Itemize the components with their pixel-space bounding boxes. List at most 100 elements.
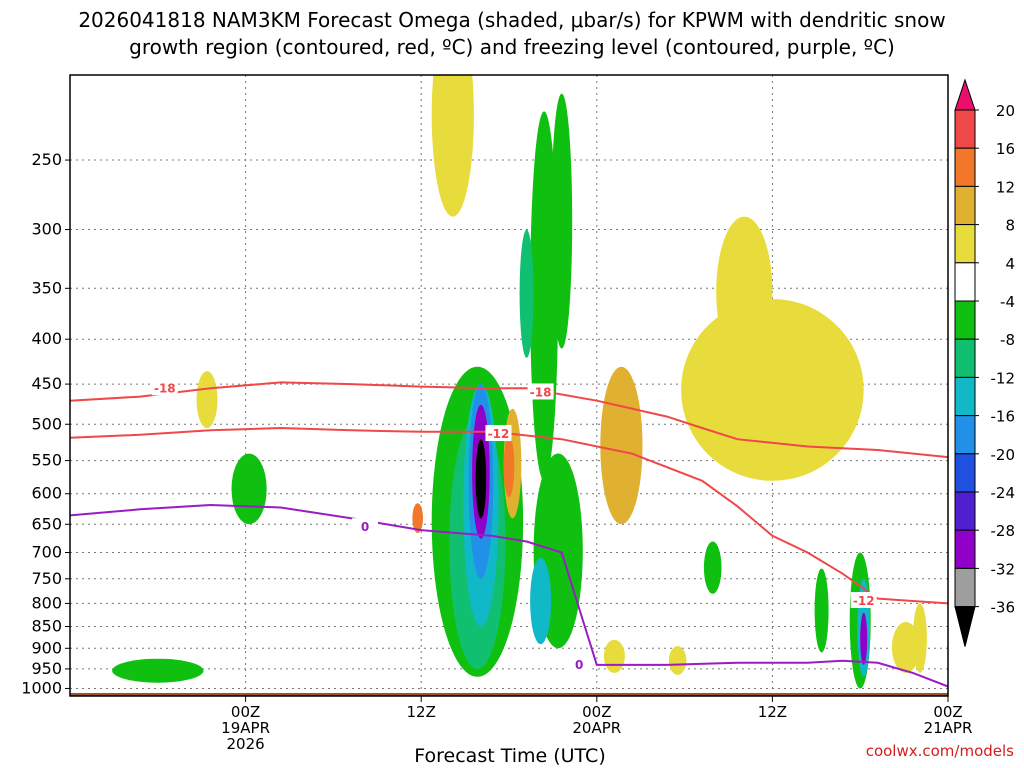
omega-mid-yellow bbox=[600, 366, 643, 525]
omega-mid-teal bbox=[530, 557, 552, 645]
x-tick-label-4-0: 00Z bbox=[933, 703, 962, 721]
y-tick-label-300: 300 bbox=[31, 220, 62, 239]
freezing-level-contour bbox=[70, 503, 948, 688]
colorbar-label-9: -20 bbox=[991, 446, 1016, 464]
contour-label-5: 0 bbox=[575, 658, 583, 672]
colorbar-swatch-1 bbox=[954, 109, 976, 149]
colorbar-swatch-4 bbox=[954, 224, 976, 264]
colorbar-swatch-5 bbox=[954, 262, 976, 302]
y-tick-label-550: 550 bbox=[31, 451, 62, 470]
omega-core-black bbox=[475, 439, 487, 519]
y-tick-label-250: 250 bbox=[31, 150, 62, 169]
colorbar-swatch-2 bbox=[954, 147, 976, 187]
colorbar-label-10: -24 bbox=[991, 484, 1016, 502]
contour-label-bg-1 bbox=[527, 383, 554, 400]
colorbar-swatch-12 bbox=[954, 529, 976, 569]
omega-lower-yellow-2 bbox=[668, 646, 687, 675]
x-tick-label-2-1: 20APR bbox=[572, 719, 621, 737]
y-tick-label-500: 500 bbox=[31, 414, 62, 433]
colorbar-label-13: -36 bbox=[991, 599, 1016, 617]
omega-lower-right-yellow bbox=[891, 622, 920, 673]
y-tick-label-400: 400 bbox=[31, 329, 62, 348]
colorbar-bottom-arrow bbox=[954, 606, 976, 647]
y-tick-label-800: 800 bbox=[31, 593, 62, 612]
contour-labels: -18 -18 -12 -12 0 0 bbox=[151, 379, 877, 672]
y-tick-label-350: 350 bbox=[31, 278, 62, 297]
x-tick-label-4-1: 21APR bbox=[924, 719, 973, 737]
ground-surface bbox=[70, 692, 948, 696]
omega-upper-yellow-2 bbox=[681, 299, 864, 481]
colorbar-label-6: -8 bbox=[1000, 331, 1015, 349]
omega-upper-left-yellow bbox=[196, 371, 218, 428]
y-axis: 250 300 350 400 450 500 550 600 650 700 750 800 850 9… bbox=[21, 150, 70, 697]
colorbar-swatch-11 bbox=[954, 491, 976, 531]
y-tick-label-1000: 1000 bbox=[21, 678, 62, 697]
colorbar: 20 16 12 8 4 -4 -8 -12 -16 -20 -24 -28 -32 -36 bbox=[954, 78, 1016, 647]
omega-upper-teal-column bbox=[519, 229, 534, 358]
y-tick-label-900: 900 bbox=[31, 638, 62, 657]
x-tick-label-3-0: 12Z bbox=[758, 703, 787, 721]
contour-label-bg-2 bbox=[485, 425, 512, 442]
colorbar-label-11: -28 bbox=[991, 522, 1016, 540]
surface-layer bbox=[70, 692, 948, 696]
colorbar-swatch-3 bbox=[954, 185, 976, 226]
contour-label-0: -18 bbox=[154, 381, 176, 395]
dgz-top-contour bbox=[70, 381, 948, 459]
credit-text: coolwx.com/models bbox=[866, 742, 1014, 760]
y-tick-label-700: 700 bbox=[31, 543, 62, 562]
colorbar-label-1: 16 bbox=[996, 140, 1015, 158]
colorbar-label-12: -32 bbox=[991, 560, 1016, 578]
contour-label-2: -12 bbox=[488, 427, 510, 441]
colorbar-label-8: -16 bbox=[991, 408, 1016, 426]
colorbar-label-4: 4 bbox=[1005, 255, 1015, 273]
colorbar-label-5: -4 bbox=[1000, 293, 1015, 311]
contour-label-bg-4 bbox=[352, 518, 379, 535]
colorbar-swatch-6 bbox=[954, 300, 976, 340]
colorbar-swatch-9 bbox=[954, 415, 976, 455]
x-tick-label-1-0: 12Z bbox=[407, 703, 436, 721]
contour-label-bg-3 bbox=[850, 592, 877, 609]
y-tick-label-450: 450 bbox=[31, 374, 62, 393]
omega-upper-yellow-3 bbox=[716, 216, 773, 367]
colorbar-label-2: 12 bbox=[996, 178, 1015, 196]
chart-title-line-1: 2026041818 NAM3KM Forecast Omega (shaded… bbox=[78, 8, 945, 32]
omega-center-orange bbox=[503, 435, 515, 497]
chart-title-line-2: growth region (contoured, red, ºC) and f… bbox=[129, 35, 895, 59]
x-tick-label-0-1: 19APR bbox=[221, 719, 270, 737]
x-tick-label-0-2: 2026 bbox=[227, 735, 265, 753]
y-tick-label-650: 650 bbox=[31, 514, 62, 533]
colorbar-label-7: -12 bbox=[991, 369, 1016, 387]
x-tick-label-2-0: 00Z bbox=[582, 703, 611, 721]
omega-top-green-column bbox=[551, 93, 573, 349]
colorbar-swatch-8 bbox=[954, 376, 976, 417]
omega-lower-yellow bbox=[603, 639, 625, 673]
omega-right-green-2 bbox=[814, 568, 829, 653]
x-tick-label-0-0: 00Z bbox=[231, 703, 260, 721]
contour-label-4: 0 bbox=[361, 520, 369, 534]
omega-right-purple bbox=[860, 612, 868, 665]
colorbar-swatch-7 bbox=[954, 338, 976, 378]
colorbar-top-arrow bbox=[954, 78, 976, 111]
omega-lower-right-yellow-2 bbox=[912, 603, 927, 673]
y-tick-label-600: 600 bbox=[31, 484, 62, 503]
plot-frame bbox=[69, 74, 949, 697]
contour-label-bg-5 bbox=[566, 655, 593, 672]
contour-label-bg-0 bbox=[151, 379, 178, 396]
dgz-bottom-contour bbox=[70, 426, 948, 605]
omega-mid-right-green bbox=[703, 541, 722, 594]
colorbar-swatch-10 bbox=[954, 453, 976, 493]
omega-lower-left-green bbox=[112, 658, 204, 683]
colorbar-label-3: 8 bbox=[1005, 217, 1015, 235]
y-tick-label-750: 750 bbox=[31, 569, 62, 588]
y-tick-label-950: 950 bbox=[31, 659, 62, 678]
x-axis-label: Forecast Time (UTC) bbox=[414, 745, 605, 767]
contour-label-1: -18 bbox=[530, 385, 552, 399]
omega-upper-left-green bbox=[231, 453, 267, 525]
contour-lines bbox=[70, 381, 948, 688]
omega-upper-yellow-1 bbox=[431, 75, 474, 217]
colorbar-label-0: 20 bbox=[996, 102, 1015, 120]
contour-label-3: -12 bbox=[853, 594, 875, 608]
y-tick-label-850: 850 bbox=[31, 617, 62, 636]
